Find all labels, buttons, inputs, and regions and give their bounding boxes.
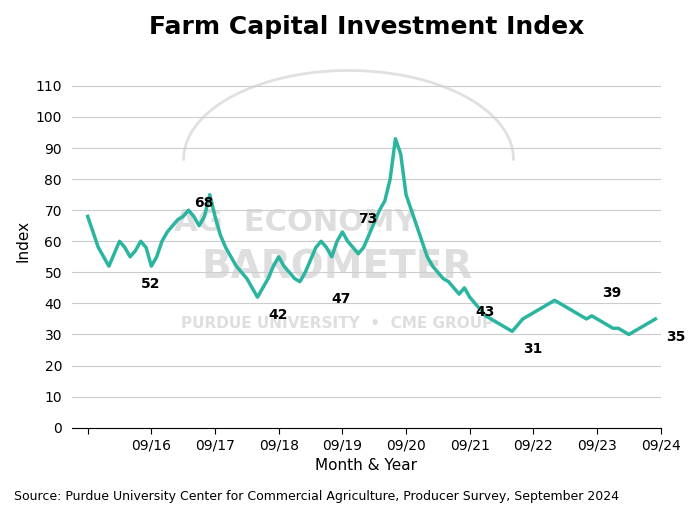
- Text: AG  ECONOMY: AG ECONOMY: [174, 208, 416, 237]
- Title: Farm Capital Investment Index: Farm Capital Investment Index: [148, 15, 584, 39]
- Text: 31: 31: [523, 342, 542, 356]
- Text: PURDUE UNIVERSITY  •  CME GROUP: PURDUE UNIVERSITY • CME GROUP: [181, 316, 493, 331]
- X-axis label: Month & Year: Month & Year: [315, 458, 417, 472]
- Text: 42: 42: [268, 308, 288, 322]
- Text: Source: Purdue University Center for Commercial Agriculture, Producer Survey, Se: Source: Purdue University Center for Com…: [14, 490, 619, 503]
- Text: 47: 47: [332, 293, 351, 306]
- Y-axis label: Index: Index: [15, 220, 30, 262]
- Text: 68: 68: [194, 196, 214, 210]
- Text: 73: 73: [358, 212, 377, 226]
- Text: 43: 43: [475, 305, 494, 319]
- Text: 52: 52: [141, 277, 160, 291]
- Text: BAROMETER: BAROMETER: [201, 248, 472, 287]
- Text: 35: 35: [666, 330, 685, 344]
- Text: 39: 39: [603, 286, 622, 300]
